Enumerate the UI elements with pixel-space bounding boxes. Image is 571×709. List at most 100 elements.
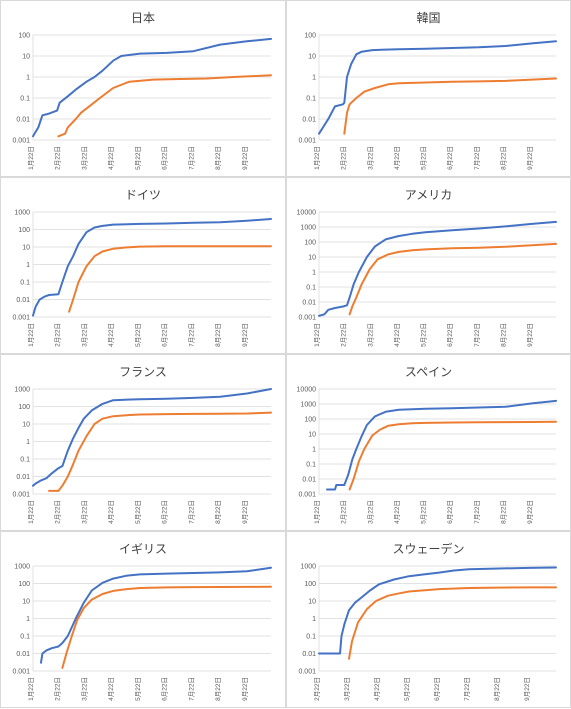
y-tick-label: 100 bbox=[18, 33, 30, 40]
x-tick-label: 5月22日 bbox=[403, 677, 411, 701]
y-tick-label: 0.1 bbox=[306, 462, 316, 469]
chart-panel-japan: 日本 0.001 0.01 0.1 1 10 100 1月22日 2月22日 3月22日 4月22… bbox=[0, 0, 286, 177]
x-tick-label: 7月22日 bbox=[463, 677, 471, 701]
x-tick-label: 3月22日 bbox=[343, 677, 351, 701]
x-tick-label: 4月22日 bbox=[107, 500, 115, 524]
y-tick-label: 10 bbox=[22, 54, 30, 61]
chart-plot: 0.001 0.01 0.1 1 10 100 1000 10000 1月22日 2月22日 3月2… bbox=[297, 210, 557, 347]
x-tick-label: 4月22日 bbox=[393, 500, 401, 524]
x-tick-label: 7月22日 bbox=[187, 146, 195, 170]
chart-title: 韓国 bbox=[416, 11, 441, 25]
x-tick-label: 8月22日 bbox=[493, 677, 501, 701]
x-tick-label: 2月22日 bbox=[54, 500, 62, 524]
x-tick-label: 5月22日 bbox=[420, 500, 428, 524]
x-tick-label: 2月22日 bbox=[54, 323, 62, 347]
chart-plot: 0.001 0.01 0.1 1 10 100 1月22日 2月22日 3月22日 4月22日 5月… bbox=[12, 33, 272, 170]
x-tick-label: 5月22日 bbox=[134, 146, 142, 170]
y-tick-label: 0.1 bbox=[20, 96, 30, 103]
x-tick-label: 6月22日 bbox=[446, 146, 454, 170]
chart-title: ドイツ bbox=[124, 188, 161, 202]
x-tick-label: 8月22日 bbox=[499, 146, 507, 170]
x-tick-label: 5月22日 bbox=[134, 323, 142, 347]
x-tick-label: 9月22日 bbox=[523, 677, 531, 701]
x-tick-label: 2月22日 bbox=[54, 146, 62, 170]
x-tick-label: 9月22日 bbox=[526, 500, 534, 524]
y-tick-label: 1 bbox=[312, 447, 316, 454]
y-tick-label: 0.01 bbox=[302, 651, 316, 658]
x-tick-label: 8月22日 bbox=[499, 500, 507, 524]
y-tick-label: 100 bbox=[304, 240, 316, 247]
y-tick-label: 1000 bbox=[14, 210, 30, 217]
chart-title: スペイン bbox=[404, 365, 453, 379]
y-tick-label: 100 bbox=[18, 581, 30, 588]
x-tick-label: 4月22日 bbox=[373, 677, 381, 701]
y-tick-label: 100 bbox=[304, 581, 316, 588]
y-tick-label: 1 bbox=[312, 270, 316, 277]
x-tick-label: 3月22日 bbox=[366, 323, 374, 347]
y-tick-label: 10 bbox=[22, 422, 30, 429]
y-tick-label: 10 bbox=[22, 245, 30, 252]
x-tick-label: 7月22日 bbox=[187, 323, 195, 347]
y-tick-label: 0.1 bbox=[20, 280, 30, 287]
x-tick-label: 2月22日 bbox=[340, 323, 348, 347]
x-tick-label: 2月22日 bbox=[340, 500, 348, 524]
x-tick-label: 1月22日 bbox=[313, 146, 321, 170]
x-tick-label: 9月22日 bbox=[241, 500, 249, 524]
x-tick-label: 8月22日 bbox=[214, 146, 222, 170]
x-tick-label: 5月22日 bbox=[420, 323, 428, 347]
x-tick-label: 7月22日 bbox=[187, 677, 195, 701]
x-tick-label: 3月22日 bbox=[80, 677, 88, 701]
chart-panel-uk: イギリス 0.001 0.01 0.1 1 10 100 1000 1月22日 2月22日 3月2… bbox=[0, 531, 286, 708]
x-tick-label: 8月22日 bbox=[214, 500, 222, 524]
y-tick-label: 1 bbox=[26, 439, 30, 446]
x-tick-label: 3月22日 bbox=[366, 146, 374, 170]
x-tick-label: 8月22日 bbox=[499, 323, 507, 347]
y-tick-label: 0.01 bbox=[16, 651, 30, 658]
x-tick-label: 6月22日 bbox=[433, 677, 441, 701]
x-tick-label: 1月22日 bbox=[27, 677, 35, 701]
y-tick-label: 0.01 bbox=[302, 117, 316, 124]
y-tick-label: 1 bbox=[26, 75, 30, 82]
y-tick-label: 1000 bbox=[300, 402, 316, 409]
chart-title: イギリス bbox=[118, 542, 167, 556]
x-tick-label: 4月22日 bbox=[107, 677, 115, 701]
y-tick-label: 1000 bbox=[300, 564, 316, 571]
y-tick-label: 10 bbox=[308, 54, 316, 61]
x-tick-label: 5月22日 bbox=[134, 500, 142, 524]
y-tick-label: 1 bbox=[26, 616, 30, 623]
chart-panel-sweden: スウェーデン 0.001 0.01 0.1 1 10 100 1000 2月22日 3月22日 4… bbox=[286, 531, 571, 708]
series-line-orange bbox=[57, 74, 272, 138]
x-tick-label: 7月22日 bbox=[473, 323, 481, 347]
x-tick-label: 3月22日 bbox=[80, 500, 88, 524]
x-tick-label: 4月22日 bbox=[393, 323, 401, 347]
chart-panel-korea: 韓国 0.001 0.01 0.1 1 10 100 1月22日 2月22日 3月22日 4月22… bbox=[286, 0, 571, 177]
series-line-blue bbox=[318, 566, 557, 655]
y-tick-label: 100 bbox=[18, 227, 30, 234]
x-tick-label: 1月22日 bbox=[27, 500, 35, 524]
x-tick-label: 3月22日 bbox=[80, 323, 88, 347]
y-tick-label: 1000 bbox=[14, 564, 30, 571]
y-tick-label: 10000 bbox=[297, 387, 317, 394]
x-tick-label: 6月22日 bbox=[446, 500, 454, 524]
chart-plot: 0.001 0.01 0.1 1 10 100 1000 1月22日 2月22日 3月22日 4月2… bbox=[12, 387, 272, 524]
chart-title: 日本 bbox=[130, 11, 155, 25]
chart-panel-usa: アメリカ 0.001 0.01 0.1 1 10 100 1000 10000 1月22日 2月2… bbox=[286, 177, 571, 354]
series-line-orange bbox=[348, 586, 557, 660]
x-tick-label: 9月22日 bbox=[526, 323, 534, 347]
chart-title: フランス bbox=[119, 365, 167, 379]
y-tick-label: 0.01 bbox=[16, 117, 30, 124]
series-line-orange bbox=[348, 420, 557, 491]
y-tick-label: 0.01 bbox=[16, 297, 30, 304]
x-tick-label: 4月22日 bbox=[393, 146, 401, 170]
x-tick-label: 9月22日 bbox=[526, 146, 534, 170]
y-tick-label: 0.001 bbox=[12, 492, 30, 499]
chart-title: アメリカ bbox=[404, 188, 453, 202]
x-tick-label: 5月22日 bbox=[134, 677, 142, 701]
x-tick-label: 9月22日 bbox=[241, 146, 249, 170]
series-line-blue bbox=[32, 37, 272, 138]
chart-title: スウェーデン bbox=[392, 542, 465, 556]
series-line-orange bbox=[343, 77, 557, 135]
series-line-blue bbox=[318, 220, 557, 317]
x-tick-label: 9月22日 bbox=[241, 323, 249, 347]
